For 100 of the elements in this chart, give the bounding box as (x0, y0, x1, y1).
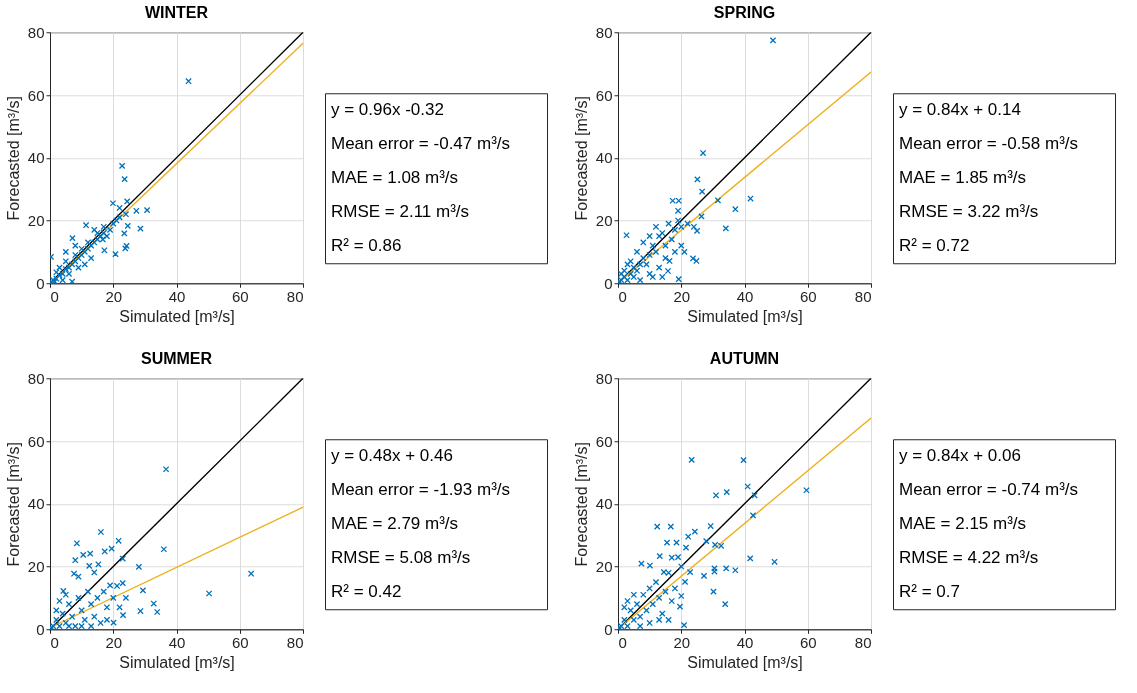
point (693, 227, 701, 235)
point (630, 273, 638, 281)
y-tick-label: 60 (27, 86, 45, 104)
y-tick-label: 60 (595, 432, 613, 450)
x-tick-label: 60 (231, 633, 249, 651)
x-tick-label: 0 (50, 287, 59, 305)
x-tick-label: 60 (799, 633, 817, 651)
y-tick-label: 40 (27, 149, 45, 167)
point (646, 232, 653, 240)
point (100, 588, 108, 595)
text: R² = 0.86 (331, 236, 402, 256)
point (652, 223, 660, 231)
x-axis-title: Simulated [m³/s] (119, 653, 235, 671)
point (675, 275, 683, 283)
point (84, 588, 92, 595)
point (73, 539, 81, 547)
point (153, 608, 161, 616)
point (95, 561, 102, 568)
y-axis-title: Forecasted [m³/s] (4, 96, 22, 221)
text: RMSE = 2.11 m³/s (331, 202, 470, 222)
x-tick-label: 80 (854, 287, 872, 305)
point (714, 197, 722, 204)
point (205, 590, 213, 597)
x-tick-label: 40 (736, 287, 754, 305)
text: Mean error = -0.74 m³/s (899, 480, 1079, 500)
text: RMSE = 3.22 m³/s (899, 202, 1039, 222)
chart-title: WINTER (144, 4, 209, 22)
text: y = 0.84x + 0.06 (899, 446, 1021, 466)
y-axis-title: Forecasted [m³/s] (4, 442, 22, 567)
x-axis-title: Simulated [m³/s] (687, 653, 803, 671)
point (56, 597, 63, 605)
text: RMSE = 5.08 m³/s (331, 548, 471, 568)
point (769, 37, 777, 44)
x-tick-label: 20 (673, 633, 691, 651)
y-tick-label: 20 (27, 558, 45, 575)
text: MAE = 2.15 m³/s (899, 514, 1027, 534)
point (722, 225, 730, 232)
point (160, 545, 168, 553)
point (732, 205, 739, 213)
x-tick-label: 80 (286, 633, 304, 651)
point (150, 600, 158, 607)
point (65, 600, 73, 608)
point (70, 570, 78, 578)
x-tick-label: 20 (105, 633, 123, 651)
point (119, 555, 127, 562)
y-tick-label: 80 (27, 369, 45, 387)
point (75, 594, 82, 602)
point (662, 254, 669, 262)
text: R² = 0.7 (899, 582, 960, 602)
point (690, 223, 698, 231)
text: R² = 0.72 (899, 236, 970, 256)
point (103, 603, 111, 611)
y-tick-label: 80 (595, 23, 613, 41)
y-axis-title: Forecasted [m³/s] (572, 442, 590, 567)
y-axis-title: Forecasted [m³/s] (572, 96, 590, 221)
point (674, 207, 682, 215)
chart-title: SPRING (713, 4, 776, 22)
point (115, 537, 122, 545)
point (97, 619, 104, 627)
text: y = 0.48x + 0.46 (331, 446, 453, 466)
x-axis-title: Simulated [m³/s] (687, 307, 803, 325)
y-tick-label: 0 (36, 274, 45, 292)
point (640, 239, 647, 246)
y-tick-label: 0 (36, 620, 45, 638)
x-tick-label: 60 (799, 287, 817, 305)
point (658, 273, 666, 281)
chart-title: AUTUMN (709, 350, 780, 368)
point (53, 616, 60, 624)
text: Mean error = -1.93 m³/s (331, 480, 511, 500)
y-tick-label: 40 (595, 149, 613, 167)
x-tick-label: 40 (736, 633, 754, 651)
x-tick-label: 40 (168, 633, 186, 651)
text: y = 0.84x + 0.14 (899, 100, 1021, 120)
point (90, 569, 98, 576)
x-axis-title: Simulated [m³/s] (119, 307, 235, 325)
y-tick-label: 40 (595, 495, 613, 513)
y-tick-label: 20 (595, 212, 613, 229)
text: RMSE = 4.22 m³/s (899, 548, 1039, 568)
point (698, 188, 706, 195)
text: MAE = 1.85 m³/s (899, 168, 1027, 188)
point (53, 607, 60, 614)
text: y = 0.96x -0.32 (331, 100, 444, 120)
text: MAE = 2.79 m³/s (331, 514, 459, 534)
point (94, 594, 101, 602)
y-tick-label: 60 (27, 432, 45, 450)
point (68, 613, 76, 620)
x-tick-label: 80 (286, 287, 304, 305)
x-tick-label: 20 (105, 287, 123, 305)
point (623, 231, 630, 239)
point (674, 217, 682, 224)
point (162, 465, 170, 473)
y-tick-label: 20 (27, 212, 45, 229)
x-tick-label: 40 (168, 287, 186, 305)
point (247, 570, 255, 578)
y-tick-label: 60 (595, 86, 613, 104)
text: Mean error = -0.58 m³/s (899, 134, 1079, 154)
x-tick-label: 80 (854, 633, 872, 651)
x-tick-label: 20 (673, 287, 691, 305)
y-tick-label: 0 (604, 620, 613, 638)
point (633, 248, 641, 256)
